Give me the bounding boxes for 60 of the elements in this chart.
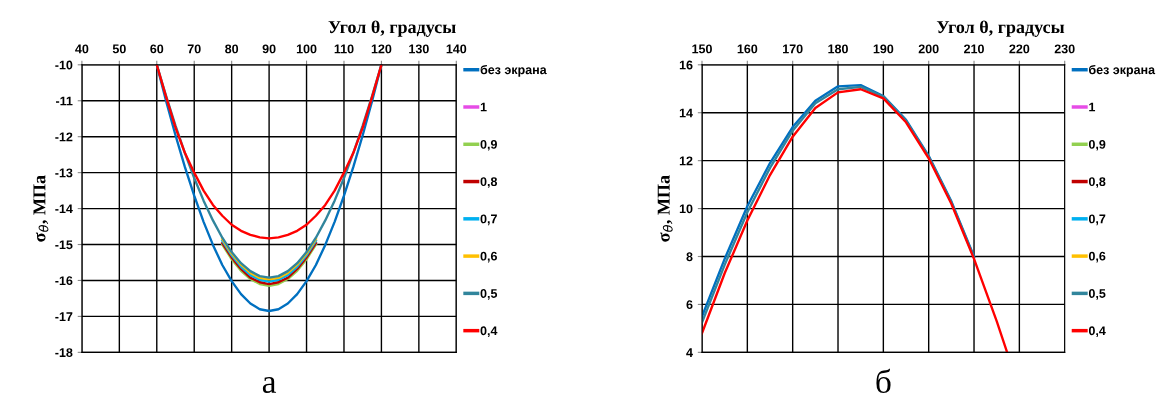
- legend-label: 0,4: [480, 326, 498, 337]
- y-tick-label: -13: [55, 168, 73, 178]
- legend-label: 1: [1089, 102, 1096, 112]
- y-tick-label: -14: [55, 204, 73, 214]
- x-tick-label: 170: [783, 44, 803, 54]
- y-tick-label: 6: [686, 300, 693, 310]
- legend-label: 0,7: [1088, 214, 1106, 226]
- y-tick-label: 4: [686, 348, 693, 357]
- y-tick-label: -12: [55, 132, 73, 142]
- x-tick-label: 120: [371, 44, 392, 54]
- y-axis-title: σ$_{θ}$, МПа: [33, 175, 49, 242]
- x-tick-label: 60: [150, 44, 164, 54]
- x-tick-label: 190: [873, 44, 894, 54]
- x-tick-label: 220: [1009, 44, 1030, 54]
- x-tick-label: 180: [828, 44, 848, 54]
- legend-label: 0,8: [480, 177, 498, 188]
- y-tick-label: 14: [679, 108, 693, 118]
- y-tick-label: 8: [686, 252, 693, 262]
- legend-label: 0,9: [480, 139, 497, 151]
- x-tick-label: 140: [446, 44, 467, 54]
- x-tick-label: 200: [918, 44, 939, 54]
- x-tick-label: 50: [112, 44, 126, 54]
- x-tick-label: 210: [964, 44, 984, 54]
- x-tick-label: 80: [225, 44, 239, 54]
- legend-label: 0,8: [1088, 177, 1106, 188]
- x-tick-label: 150: [692, 44, 712, 54]
- y-tick-label: -18: [55, 348, 73, 357]
- x-tick-label: 130: [409, 44, 429, 54]
- legend-label: 0,5: [480, 289, 498, 300]
- x-tick-label: 70: [187, 44, 201, 54]
- y-tick-label: 16: [679, 60, 693, 70]
- line-series: [702, 88, 1009, 353]
- text: а: [262, 377, 277, 394]
- x-tick-label: 100: [296, 44, 317, 54]
- legend-label: 0,5: [1088, 289, 1106, 300]
- legend-label: 0,9: [1088, 139, 1106, 151]
- legend-label: без экрана: [480, 64, 547, 77]
- text: б: [876, 368, 891, 394]
- y-tick-label: 12: [679, 156, 693, 166]
- y-tick-label: -16: [55, 276, 73, 286]
- legend-label: без экрана: [1089, 64, 1156, 77]
- x-axis-title: Угол θ, градусы: [328, 20, 456, 37]
- x-tick-label: 40: [75, 44, 89, 54]
- x-axis-title: Угол θ, градусы: [936, 20, 1065, 37]
- y-tick-label: -11: [55, 96, 73, 106]
- legend-label: 0,4: [1088, 326, 1106, 337]
- x-tick-label: 230: [1054, 44, 1075, 54]
- line-series: [155, 64, 383, 240]
- legend-label: 0,6: [480, 251, 497, 263]
- legend-label: 0,6: [1088, 251, 1106, 263]
- y-tick-label: 10: [679, 204, 693, 214]
- y-tick-label: -10: [55, 60, 73, 70]
- legend-label: 0,7: [480, 214, 497, 226]
- y-tick-label: -15: [55, 240, 73, 250]
- y-axis-title: σ$_{θ}$, МПа: [657, 175, 673, 242]
- x-tick-label: 160: [737, 44, 758, 54]
- legend-label: 1: [480, 102, 487, 112]
- x-tick-label: 110: [334, 44, 354, 54]
- y-tick-label: -17: [55, 312, 73, 321]
- x-tick-label: 90: [262, 44, 276, 54]
